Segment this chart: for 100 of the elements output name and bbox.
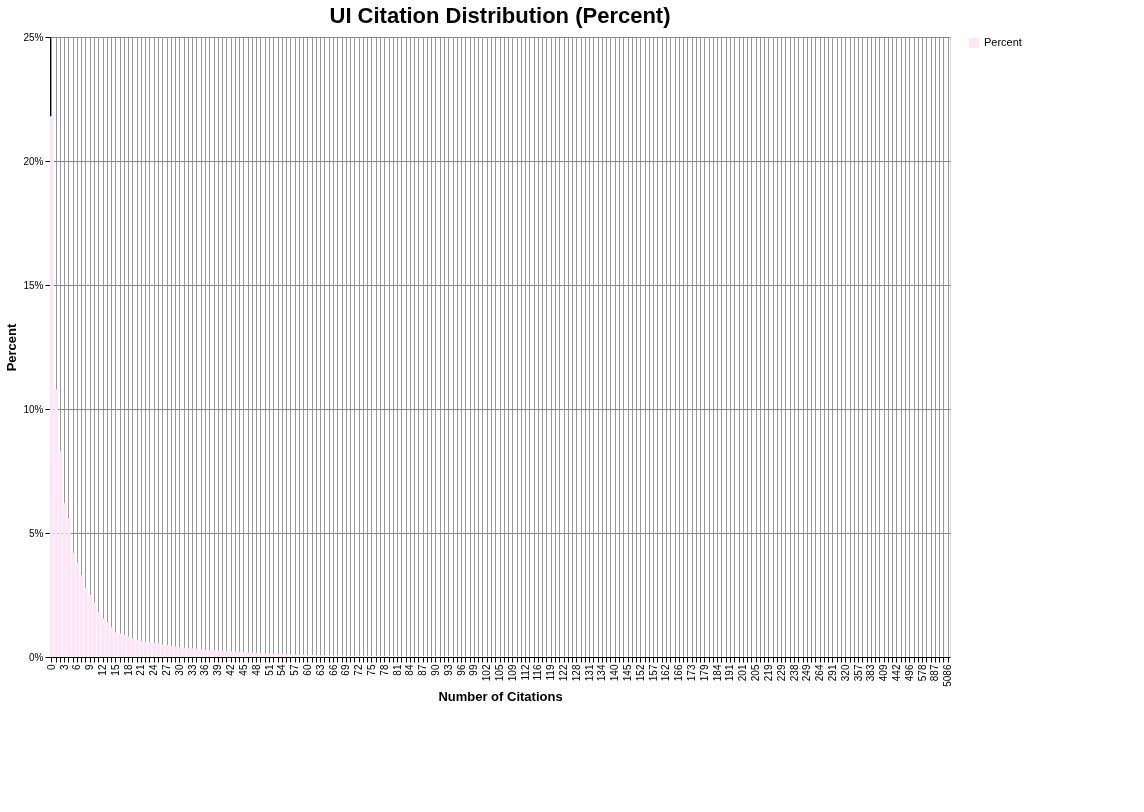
x-tick-label: 205: [750, 664, 762, 682]
bar: [242, 652, 246, 657]
x-tick-label: 6: [71, 664, 83, 671]
x-tick-label: 48: [250, 664, 262, 676]
x-tick-label: 119: [545, 664, 557, 681]
x-tick-label: 66: [327, 664, 339, 676]
y-tick-label: 10%: [23, 403, 44, 415]
bar: [195, 648, 199, 657]
x-tick-label: 21: [135, 664, 147, 676]
x-tick-label: 15: [109, 664, 121, 676]
x-tick-label: 578: [916, 664, 928, 682]
legend-label: Percent: [984, 36, 1022, 48]
x-tick-label: 264: [814, 664, 826, 682]
x-tick-label: 173: [686, 664, 698, 682]
x-tick-label: 24: [148, 664, 160, 676]
x-tick-label: 102: [481, 664, 493, 682]
bar: [280, 654, 285, 657]
x-tick-label: 69: [340, 664, 352, 676]
x-tick-label: 219: [762, 664, 774, 682]
x-tick-label: 157: [647, 664, 659, 682]
x-tick-label: 99: [468, 664, 480, 676]
x-tick-label: 409: [878, 664, 890, 682]
x-tick-label: 179: [698, 664, 710, 682]
bar: [182, 647, 186, 657]
bar: [143, 641, 148, 657]
bar: [212, 650, 216, 657]
x-tick-label: 320: [839, 664, 851, 682]
x-tick-label: 72: [353, 664, 365, 676]
y-tick-label: 0%: [29, 651, 44, 663]
x-tick-label: 75: [365, 664, 377, 676]
x-tick-label: 60: [301, 664, 313, 676]
bar: [254, 652, 259, 657]
x-tick-label: 162: [660, 664, 672, 682]
bar: [229, 651, 233, 657]
x-tick-label: 3: [58, 664, 70, 671]
x-tick-label: 166: [673, 664, 685, 682]
x-tick-label: 57: [289, 664, 301, 676]
x-tick-label: 122: [558, 664, 570, 682]
x-axis-title: Number of Citations: [438, 688, 563, 704]
x-tick-label: 201: [737, 664, 749, 682]
x-tick-label: 496: [903, 664, 915, 682]
x-tick-label: 357: [852, 664, 864, 682]
y-axis-title: Percent: [4, 322, 20, 372]
x-tick-label: 0: [45, 664, 57, 671]
x-tick-label: 112: [519, 664, 531, 681]
x-tick-label: 9: [84, 664, 96, 671]
x-tick-label: 54: [276, 664, 288, 676]
bar: [259, 653, 263, 657]
x-tick-label: 39: [212, 664, 224, 676]
x-tick-label: 12: [97, 664, 109, 676]
x-tick-label: 30: [173, 664, 185, 676]
x-tick-label: 383: [865, 664, 877, 682]
bar: [199, 649, 204, 657]
x-tick-label: 116: [532, 664, 544, 681]
bar: [225, 651, 229, 657]
chart-title: UI Citation Distribution (Percent): [329, 3, 671, 28]
y-tick-label: 25%: [23, 31, 44, 43]
bar: [160, 644, 165, 657]
x-tick-label: 63: [314, 664, 326, 676]
x-tick-label: 90: [429, 664, 441, 676]
x-tick-label: 81: [391, 664, 403, 676]
bar: [216, 650, 221, 657]
x-tick-label: 93: [442, 664, 454, 676]
bar: [271, 653, 276, 657]
x-tick-label: 87: [417, 664, 429, 676]
x-tick-label: 84: [404, 664, 416, 676]
bar: [207, 650, 212, 657]
x-tick-label: 238: [788, 664, 800, 682]
bar: [276, 654, 280, 657]
x-tick-label: 42: [225, 664, 237, 676]
x-tick-label: 134: [596, 664, 608, 682]
x-tick-label: 51: [263, 664, 275, 676]
x-tick-label: 18: [122, 664, 134, 676]
x-tick-label: 105: [494, 664, 505, 682]
x-tick-label: 152: [634, 664, 646, 682]
x-tick-label: 145: [622, 664, 634, 682]
x-tick-label: 96: [455, 664, 467, 676]
x-tick-label: 184: [711, 664, 723, 682]
bar: [284, 654, 289, 657]
x-tick-label: 140: [609, 664, 621, 682]
x-tick-label: 78: [378, 664, 390, 676]
x-tick-label: 128: [570, 664, 582, 682]
x-tick-label: 442: [890, 664, 902, 682]
y-tick-label: 15%: [23, 279, 44, 291]
x-tick-label: 291: [826, 664, 838, 682]
y-tick-label: 5%: [29, 527, 44, 539]
bar: [152, 642, 157, 657]
x-tick-label: 131: [583, 664, 595, 682]
x-tick-label: 191: [724, 664, 736, 682]
x-tick-label: 33: [186, 664, 198, 676]
x-tick-label: 249: [801, 664, 813, 682]
x-tick-label: 5086: [942, 664, 954, 687]
x-tick-label: 229: [775, 664, 787, 682]
x-tick-label: 45: [237, 664, 249, 676]
bar: [105, 622, 110, 657]
bar: [263, 653, 268, 657]
x-tick-label: 109: [506, 664, 518, 682]
bar: [246, 652, 250, 657]
x-tick-label: 887: [929, 664, 941, 682]
y-tick-label: 20%: [23, 155, 44, 167]
